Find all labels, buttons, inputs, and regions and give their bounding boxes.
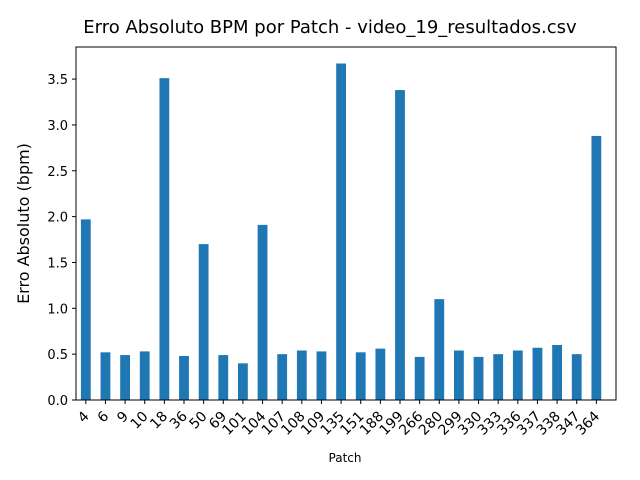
y-tick-label: 2.0 bbox=[47, 211, 68, 226]
bar bbox=[316, 351, 327, 400]
bar bbox=[198, 244, 209, 400]
bar bbox=[336, 63, 346, 400]
x-tick-label: 364 bbox=[573, 408, 603, 438]
bar bbox=[454, 350, 464, 400]
y-axis-label: Erro Absoluto (bpm) bbox=[14, 143, 33, 304]
x-tick-label: 4 bbox=[75, 408, 93, 426]
bar bbox=[434, 299, 445, 400]
y-tick-label: 3.0 bbox=[47, 119, 68, 134]
chart-title: Erro Absoluto BPM por Patch - video_19_r… bbox=[83, 17, 577, 38]
bar bbox=[552, 344, 562, 400]
bar bbox=[473, 356, 484, 400]
bar bbox=[571, 354, 582, 400]
bar bbox=[296, 350, 307, 400]
bar bbox=[179, 355, 189, 400]
bar bbox=[512, 350, 523, 400]
y-tick-label: 2.5 bbox=[47, 165, 68, 180]
y-axis: 0.0 0.5 1.0 1.5 2.0 2.5 3.0 3.5 bbox=[47, 73, 76, 409]
bar bbox=[159, 78, 170, 401]
y-tick-label: 1.0 bbox=[47, 302, 68, 317]
y-tick-label: 0.0 bbox=[47, 394, 68, 409]
bar bbox=[139, 351, 150, 400]
y-tick-label: 3.5 bbox=[47, 73, 68, 88]
bar bbox=[120, 355, 130, 400]
bar bbox=[375, 348, 386, 400]
bar bbox=[277, 354, 288, 400]
bar bbox=[257, 224, 268, 400]
bar bbox=[238, 363, 248, 400]
bar bbox=[395, 90, 405, 400]
x-tick-label: 6 bbox=[95, 408, 113, 426]
x-axis-label: Patch bbox=[329, 451, 362, 465]
bars bbox=[80, 63, 602, 401]
bar bbox=[100, 352, 111, 400]
bar bbox=[355, 352, 366, 400]
bar bbox=[591, 135, 602, 400]
bar bbox=[493, 354, 504, 400]
x-axis: 4 6 91018365069101104107108109135151188199… bbox=[75, 400, 603, 439]
plot-frame bbox=[75, 46, 617, 401]
bar bbox=[80, 219, 91, 400]
bar bbox=[218, 355, 229, 400]
y-tick-label: 1.5 bbox=[47, 256, 68, 271]
y-tick-label: 0.5 bbox=[47, 348, 68, 363]
bar bbox=[532, 347, 543, 400]
bar bbox=[414, 356, 425, 400]
